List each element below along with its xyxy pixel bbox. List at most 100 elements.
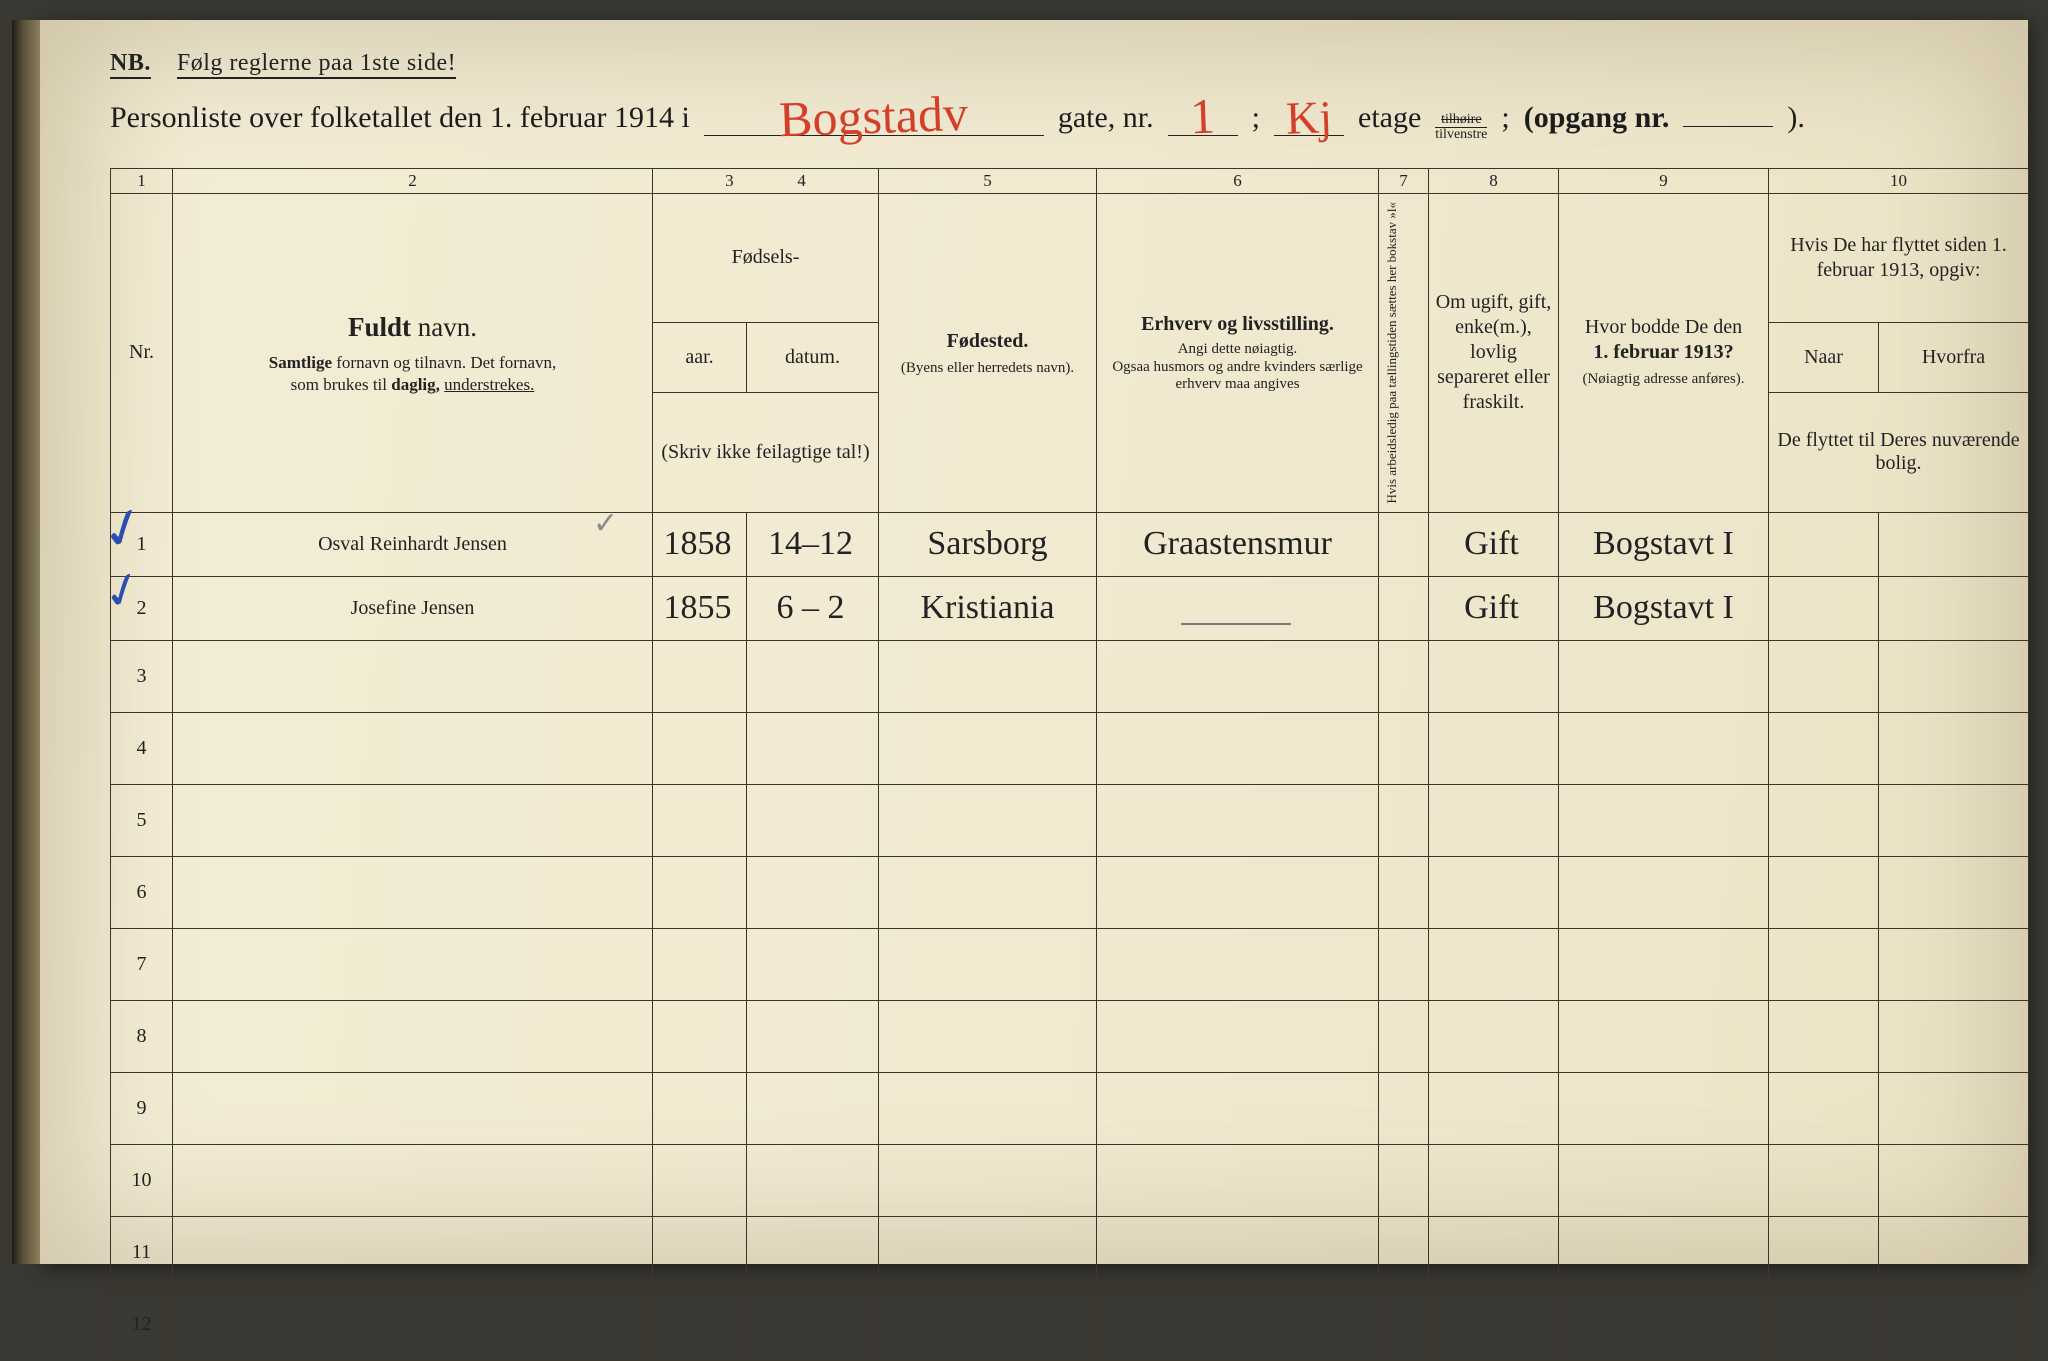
table-row: 7 (111, 928, 2029, 1000)
floor-handwritten: Kj (1286, 103, 1333, 132)
row-nr: 12 (111, 1288, 173, 1360)
hdr-name-s2: fornavn og tilnavn. Det fornavn, (336, 353, 556, 372)
hdr-col9-a: Hvor bodde De den (1585, 316, 1742, 338)
cell-hvorfra (1879, 512, 2029, 576)
hdr-skriv: (Skriv ikke feilagtige tal!) (653, 393, 879, 512)
hdr-name-s5: understrekes. (444, 375, 534, 394)
hdr-col8: Om ugift, gift, enke(m.), lovlig separer… (1429, 194, 1559, 513)
tick-icon: ✓ (593, 509, 618, 539)
hdr-fodested: Fødested. (883, 329, 1092, 354)
cell-occupation: Graastensmur (1097, 512, 1379, 576)
title-row: Personliste over folketallet den 1. febr… (110, 95, 1978, 146)
cell-status: Gift (1429, 512, 1559, 576)
street-handwritten: Bogstadv (779, 98, 969, 135)
colnum-9: 9 (1559, 169, 1769, 194)
hdr-col9-b: 1. februar 1913? (1593, 341, 1733, 363)
table-row: 6 (111, 856, 2029, 928)
hdr-erhverv-s2: Ogsaa husmors og andre kvinders særlige … (1101, 359, 1374, 394)
semicolon-2: ; (1501, 101, 1509, 135)
row-nr: 4 (111, 712, 173, 784)
table-row: 10 (111, 1144, 2029, 1216)
hdr-name-s3: som brukes til (291, 375, 387, 394)
opgang-label: (opgang nr. (1524, 101, 1670, 135)
colnum-1: 1 (111, 169, 173, 194)
census-page: NB. Følg reglerne paa 1ste side! Personl… (40, 20, 2028, 1264)
row-nr: 9 (111, 1072, 173, 1144)
table-row: 8 (111, 1000, 2029, 1072)
hdr-hvorfra: Hvorfra (1879, 322, 2029, 392)
row-nr: 6 (111, 856, 173, 928)
colnum-8: 8 (1429, 169, 1559, 194)
row-nr: 5 (111, 784, 173, 856)
cell-hvorfra (1879, 576, 2029, 640)
colnum-7: 7 (1379, 169, 1429, 194)
semicolon-1: ; (1252, 101, 1260, 135)
table-row: 5 (111, 784, 2029, 856)
colnum-2: 2 (173, 169, 653, 194)
column-number-row: 1 2 3 4 5 6 7 8 9 10 (111, 169, 2029, 194)
row-nr: 3 (111, 640, 173, 712)
row-nr: ✓ 2 (111, 576, 173, 640)
paren-close: ). (1787, 101, 1805, 135)
cell-naar (1769, 512, 1879, 576)
header-row-1: Nr. Fuldt navn. Samtlige fornavn og tiln… (111, 194, 2029, 323)
cell-name: Josefine Jensen (173, 576, 653, 640)
hdr-birthplace: Fødested. (Byens eller herredets navn). (879, 194, 1097, 513)
table-body: ✓ 1 ✓ Osval Reinhardt Jensen 1858 14–12 … (111, 512, 2029, 1360)
cell-date: 14–12 (747, 512, 879, 576)
cell-birthplace: Sarsborg (879, 512, 1097, 576)
table-row: ✓ 2 Josefine Jensen 1855 6 – 2 Kristiani… (111, 576, 2029, 640)
hdr-datum: datum. (747, 322, 879, 392)
nb-line: NB. Følg reglerne paa 1ste side! (110, 50, 1978, 77)
hdr-occupation: Erhverv og livsstilling. Angi dette nøia… (1097, 194, 1379, 513)
hdr-col9: Hvor bodde De den 1. februar 1913? (Nøia… (1559, 194, 1769, 513)
cell-7 (1379, 512, 1429, 576)
row-nr: 7 (111, 928, 173, 1000)
colnum-6: 6 (1097, 169, 1379, 194)
hdr-fodsels: Fødsels- (653, 194, 879, 323)
table-row: 12 (111, 1288, 2029, 1360)
hdr-fodested-sub: (Byens eller herredets navn). (883, 360, 1092, 377)
table-row: ✓ 1 ✓ Osval Reinhardt Jensen 1858 14–12 … (111, 512, 2029, 576)
tilhoire-tilvenstre: tilhøire tilvenstre (1435, 113, 1487, 142)
name-text: Osval Reinhardt Jensen (318, 533, 507, 555)
title-lead: Personliste over folketallet den 1. febr… (110, 101, 690, 135)
hdr-erhverv: Erhverv og livsstilling. (1101, 312, 1374, 337)
cell-naar (1769, 576, 1879, 640)
cell-prevaddr: Bogstavt I (1559, 512, 1769, 576)
cell-occupation (1097, 576, 1379, 640)
row-nr: 10 (111, 1144, 173, 1216)
gate-label: gate, nr. (1058, 101, 1154, 135)
gate-nr-handwritten: 1 (1190, 101, 1216, 132)
row-nr: 11 (111, 1216, 173, 1288)
etage-label: etage (1358, 101, 1421, 135)
colnum-10: 10 (1769, 169, 2029, 194)
cell-name: ✓ Osval Reinhardt Jensen (173, 512, 653, 576)
colnum-3: 3 (725, 171, 734, 190)
hdr-erhverv-s1: Angi dette nøiagtig. (1101, 341, 1374, 358)
hdr-col10-bottom: De flyttet til Deres nuværende bolig. (1769, 393, 2029, 512)
hdr-col7: Hvis arbeidsledig paa tællingstiden sætt… (1379, 194, 1429, 513)
row-nr: 8 (111, 1000, 173, 1072)
hdr-nr: Nr. (111, 194, 173, 513)
cell-birthplace: Kristiania (879, 576, 1097, 640)
hdr-naar: Naar (1769, 322, 1879, 392)
hdr-aar: aar. (653, 322, 747, 392)
nb-label: NB. (110, 50, 151, 79)
colnum-4: 4 (797, 171, 806, 190)
table-row: 11 (111, 1216, 2029, 1288)
cell-prevaddr: Bogstavt I (1559, 576, 1769, 640)
table-row: 9 (111, 1072, 2029, 1144)
hdr-name-2: navn. (418, 312, 477, 342)
table-row: 4 (111, 712, 2029, 784)
hdr-col9-c: (Nøiagtig adresse anføres). (1582, 371, 1744, 387)
cell-year: 1858 (653, 512, 747, 576)
census-table: 1 2 3 4 5 6 7 8 9 10 Nr. Fuldt navn. (110, 168, 2029, 1361)
hdr-name-s4: daglig, (391, 375, 440, 394)
dash-icon (1181, 623, 1291, 625)
hdr-col7-text: Hvis arbeidsledig paa tællingstiden sætt… (1383, 196, 1402, 510)
table-row: 3 (111, 640, 2029, 712)
cell-date: 6 – 2 (747, 576, 879, 640)
hdr-col10-top: Hvis De har flyttet siden 1. februar 191… (1769, 194, 2029, 323)
tilvenstre: tilvenstre (1435, 128, 1487, 142)
